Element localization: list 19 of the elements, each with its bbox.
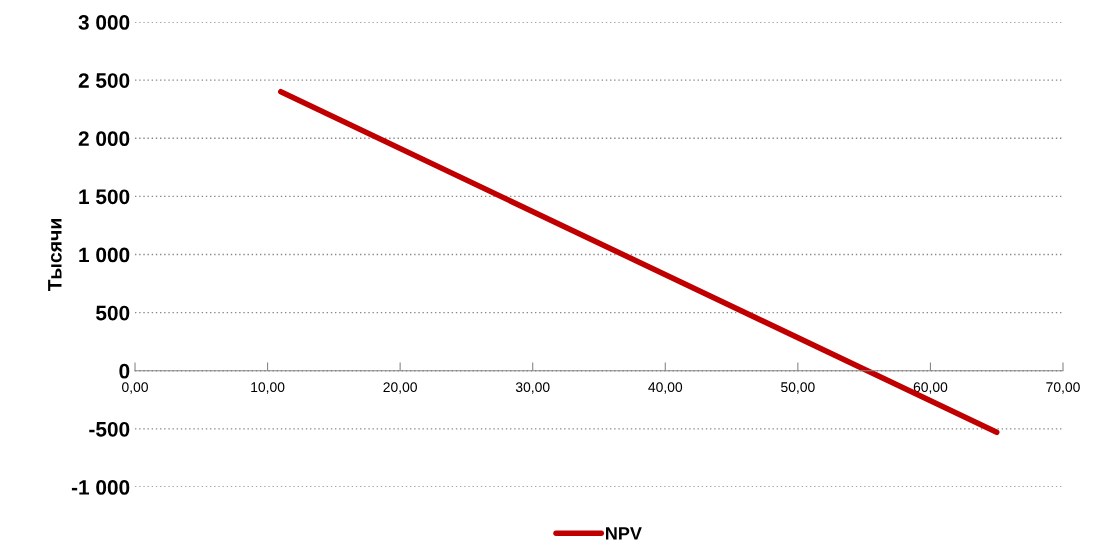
y-tick-label: 3 000 [78, 15, 130, 30]
x-tick-label: 20,00 [383, 382, 417, 394]
x-tick-label: 60,00 [913, 382, 948, 394]
x-tick-label: 0,00 [122, 382, 148, 394]
x-tick-label: 70,00 [1046, 382, 1080, 394]
x-tick-label: 50,00 [781, 382, 815, 394]
y-tick-label: 1 500 [79, 189, 130, 205]
y-tick-label: 1 000 [79, 247, 130, 263]
y-tick-label: -1 000 [71, 480, 130, 495]
y-axis-title: Тысячи [48, 219, 62, 292]
y-tick-label: 0 [119, 363, 130, 379]
y-tick-label: 2 500 [78, 73, 130, 88]
x-tick-label: 40,00 [648, 382, 683, 394]
legend-label: NPV [606, 527, 642, 540]
x-tick-label: 30,00 [515, 382, 550, 394]
y-tick-label: 2 000 [78, 131, 130, 146]
y-tick-label: -500 [89, 421, 130, 437]
y-tick-label: 500 [96, 305, 130, 321]
x-tick-label: 10,00 [251, 382, 285, 394]
